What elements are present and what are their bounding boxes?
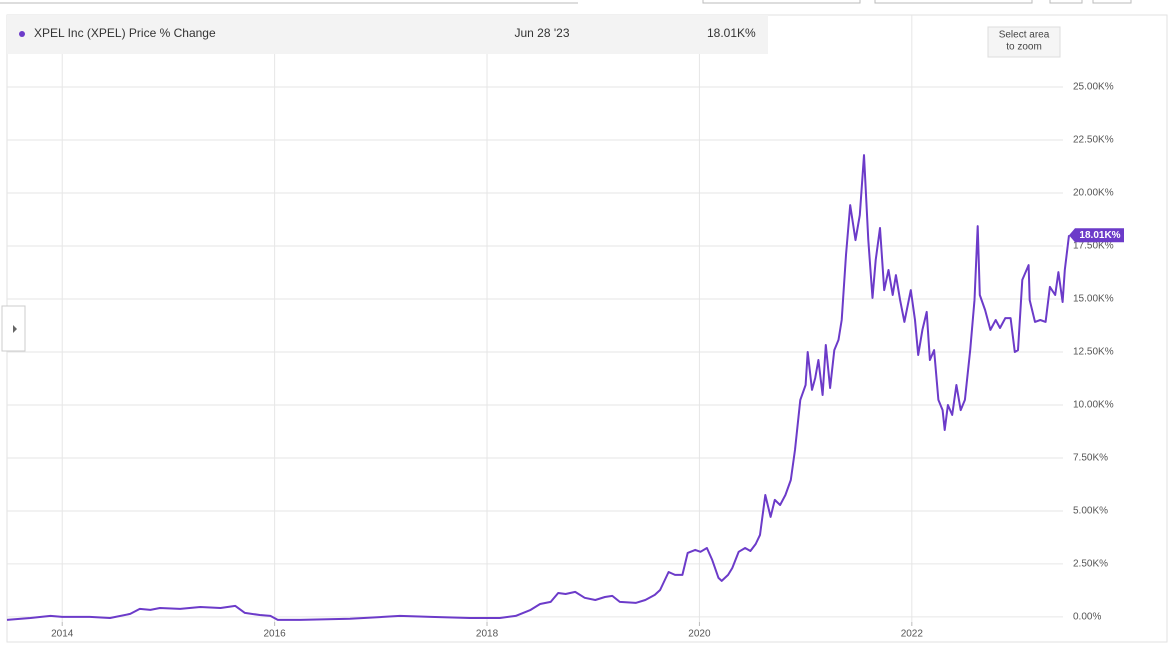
y-tick-label: 7.50K%: [1073, 453, 1108, 464]
last-value-label: 18.01K%: [1079, 230, 1120, 241]
x-tick-label: 2016: [263, 629, 286, 640]
y-tick-label: 17.50K%: [1073, 241, 1114, 252]
legend-date: Jun 28 '23: [514, 26, 569, 40]
y-tick-label: 12.50K%: [1073, 347, 1114, 358]
side-toggle[interactable]: [1, 305, 26, 352]
control-box[interactable]: [874, 0, 1033, 4]
legend-label: XPEL Inc (XPEL) Price % Change: [34, 26, 216, 40]
side-toggle-arrow[interactable]: [13, 325, 17, 333]
last-value-badge: [1069, 228, 1124, 243]
x-tick-label: 2020: [688, 629, 711, 640]
x-tick-label: 2018: [476, 629, 499, 640]
zoom-button-text[interactable]: to zoom: [1006, 42, 1042, 53]
legend-value: 18.01K%: [707, 26, 756, 40]
chart-frame: [6, 14, 1168, 643]
y-tick-label: 25.00K%: [1073, 82, 1114, 93]
zoom-button[interactable]: Select area to zoom: [987, 26, 1061, 58]
y-tick-label: 2.50K%: [1073, 559, 1108, 570]
y-tick-label: 10.00K%: [1073, 400, 1114, 411]
y-tick-label: 15.00K%: [1073, 294, 1114, 305]
zoom-button-box[interactable]: [987, 26, 1061, 58]
top-controls: [0, 0, 1132, 4]
zoom-button-text[interactable]: Select area: [999, 30, 1050, 41]
legend-dot: [19, 31, 25, 37]
y-tick-label: 20.00K%: [1073, 188, 1114, 199]
x-tick-label: 2022: [901, 629, 924, 640]
legend-header: [7, 15, 768, 54]
control-box[interactable]: [1092, 0, 1132, 4]
y-tick-label: 5.00K%: [1073, 506, 1108, 517]
y-tick-label: 0.00%: [1073, 612, 1101, 623]
control-box[interactable]: [702, 0, 861, 4]
control-box[interactable]: [1049, 0, 1083, 4]
y-tick-label: 22.50K%: [1073, 135, 1114, 146]
price-line: [6, 154, 1070, 621]
x-tick-label: 2014: [51, 629, 74, 640]
